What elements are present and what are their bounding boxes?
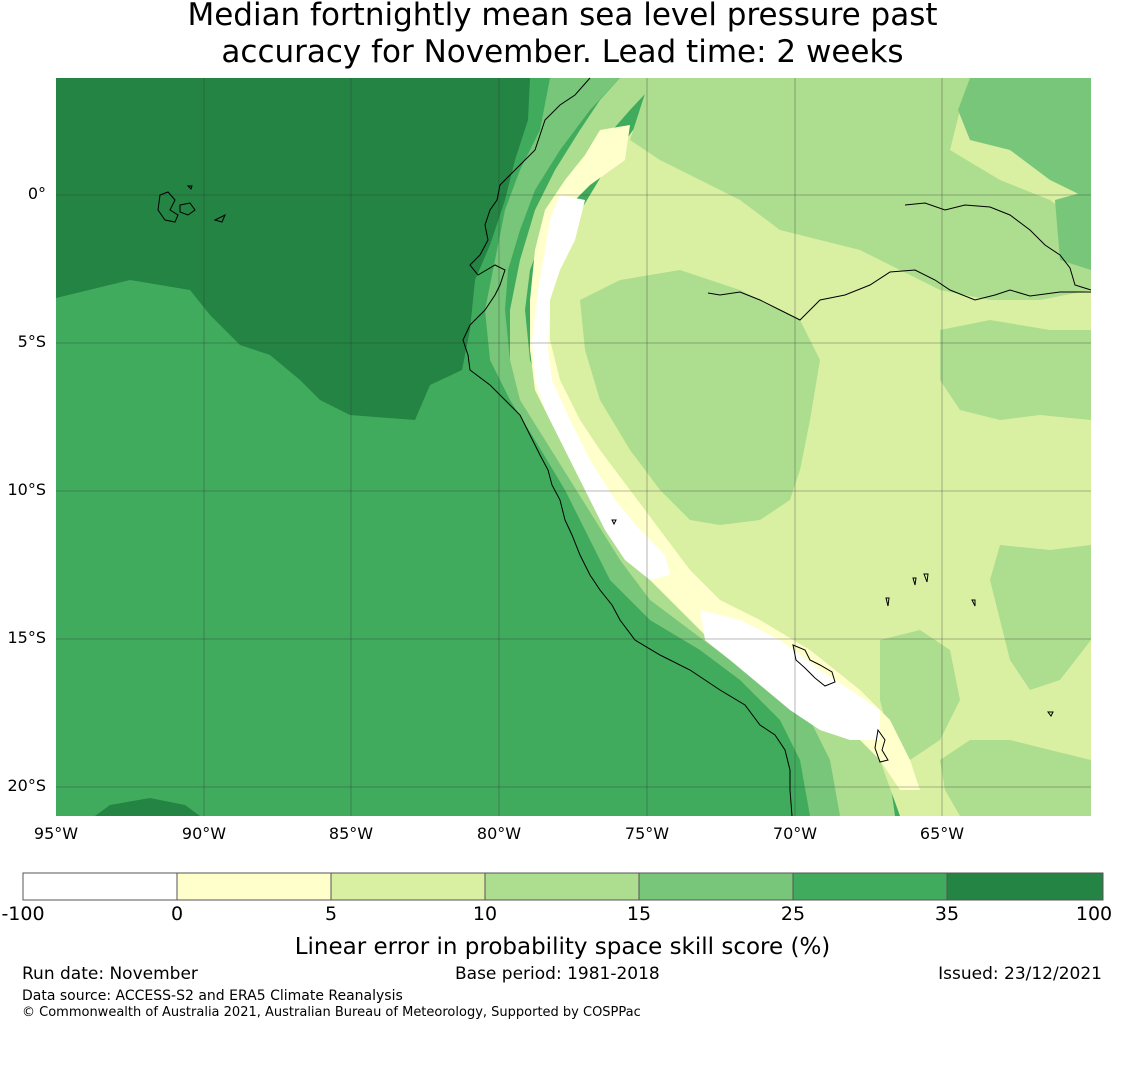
galapagos-east [213, 213, 226, 223]
lake-interior-5 [1047, 711, 1054, 717]
lon-label-65w: 65°W [919, 824, 965, 843]
lake-interior-4 [971, 599, 976, 607]
amazon-river-lower [707, 269, 1091, 321]
galapagos-north [186, 185, 193, 190]
coastal-band-negative-south [700, 610, 880, 740]
colorbar [22, 872, 1104, 901]
map-field [56, 78, 1091, 816]
interior-region-10-15-south [880, 630, 960, 760]
interior-region-10-15-north [630, 78, 1091, 300]
lon-label-70w: 70°W [772, 824, 818, 843]
colorbar-title: Linear error in probability space skill … [294, 934, 831, 960]
coastal-band-0-5 [530, 125, 920, 790]
base-period: Base period: 1981-2018 [455, 964, 660, 984]
colorbar-tick-15: 15 [626, 903, 652, 925]
amazon-river-upper [904, 202, 1092, 291]
colorbar-tick-25: 25 [780, 903, 806, 925]
lake-titicaca [792, 644, 836, 687]
data-source: Data source: ACCESS-S2 and ERA5 Climate … [22, 988, 403, 1004]
colorbar-tick-35: 35 [934, 903, 960, 925]
lake-interior-1 [912, 577, 917, 586]
ocean-patch-southwest [95, 798, 200, 816]
colorbar-tick-neg100: -100 [1, 903, 45, 925]
interior-region-10-15-east [940, 320, 1091, 420]
colorbar-segment-0-5 [176, 872, 332, 901]
lat-label-15s: 15°S [7, 628, 46, 647]
interior-region-10-15-central [580, 270, 820, 525]
interior-region-15-25-east [1055, 190, 1091, 270]
colorbar-segment-10-15 [484, 872, 640, 901]
chart-title-line-1: Median fortnightly mean sea level pressu… [187, 0, 938, 33]
interior-region-10-15-southwest [940, 740, 1091, 816]
lake-interior-3 [885, 597, 890, 607]
copyright: © Commonwealth of Australia 2021, Austra… [22, 1005, 641, 1020]
band-10-15 [510, 78, 895, 816]
coastline [157, 77, 1092, 817]
galapagos-santa-cruz [179, 202, 196, 216]
colorbar-tick-5: 5 [324, 903, 338, 925]
colorbar-tick-10: 10 [472, 903, 498, 925]
lat-label-20s: 20°S [7, 776, 46, 795]
lat-label-0: 0° [27, 184, 46, 203]
ocean-patch-35-100 [395, 360, 425, 388]
lake-coastal-north [611, 519, 617, 526]
lat-label-10s: 10°S [7, 480, 46, 499]
lon-label-75w: 75°W [624, 824, 670, 843]
colorbar-tick-100: 100 [1075, 903, 1113, 925]
colorbar-segment-15-25 [638, 872, 794, 901]
colorbar-segment-neg100-0 [22, 872, 178, 901]
colorbar-segment-5-10 [330, 872, 486, 901]
lake-poopo [874, 728, 889, 763]
high-skill-region-northwest [56, 78, 530, 420]
chart-title-line-2: accuracy for November. Lead time: 2 week… [221, 34, 904, 70]
south-america-coastline [462, 77, 793, 817]
colorbar-tick-0: 0 [170, 903, 184, 925]
issued-date: Issued: 23/12/2021 [938, 964, 1102, 984]
lon-label-85w: 85°W [328, 824, 374, 843]
lon-label-80w: 80°W [476, 824, 522, 843]
colorbar-segment-25-35 [792, 872, 948, 901]
gridlines [56, 78, 1091, 816]
lon-label-95w: 95°W [33, 824, 79, 843]
lat-label-5s: 5°S [17, 332, 46, 351]
coastal-band-negative [532, 195, 670, 580]
coastal-patch-north [460, 78, 530, 95]
lon-label-90w: 90°W [181, 824, 227, 843]
interior-region-15-25-northeast [958, 78, 1091, 200]
colorbar-segment-35-100 [946, 872, 1104, 901]
run-date: Run date: November [22, 964, 198, 984]
lake-interior-2 [923, 573, 929, 583]
interior-region-10-15-southeast [990, 545, 1091, 690]
galapagos-isabela [157, 191, 179, 223]
